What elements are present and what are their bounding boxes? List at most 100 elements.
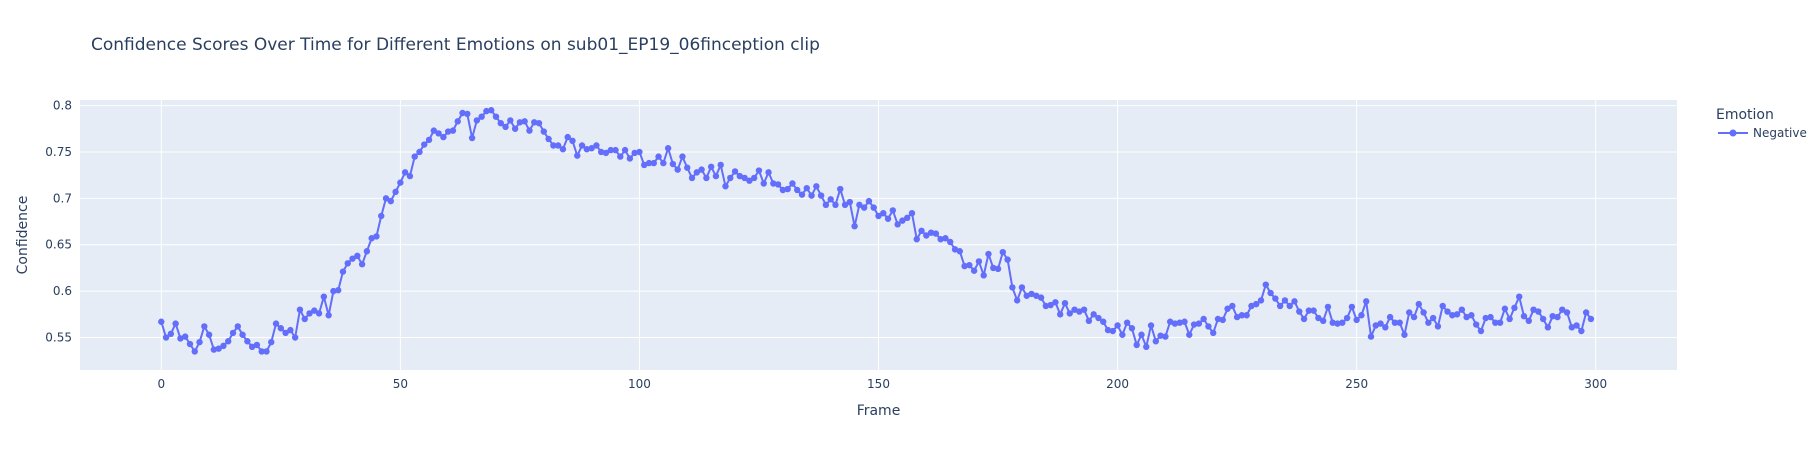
data-point [1573, 322, 1580, 329]
data-point [750, 174, 758, 182]
data-point [449, 127, 457, 134]
data-point [626, 155, 634, 162]
data-point [884, 215, 892, 222]
chart-title: Confidence Scores Over Time for Differen… [91, 35, 820, 55]
data-point [794, 186, 801, 194]
data-point [1066, 310, 1073, 317]
data-point [1396, 319, 1403, 326]
data-point [1415, 300, 1423, 308]
data-point [421, 141, 428, 148]
data-point [387, 197, 394, 205]
data-point [1382, 324, 1389, 331]
data-point [1186, 331, 1193, 338]
data-point [1425, 319, 1432, 326]
data-point [1056, 311, 1064, 318]
data-point [1037, 294, 1045, 301]
data-point [277, 325, 285, 332]
y-tick-label: 0.6 [53, 284, 72, 298]
legend-title: Emotion [1716, 107, 1774, 123]
y-tick-label: 0.8 [53, 99, 72, 113]
data-point [1253, 300, 1260, 308]
legend-label-negative: Negative [1753, 126, 1807, 140]
x-tick-label: 300 [1584, 377, 1607, 391]
data-point [205, 331, 213, 338]
data-point [1190, 321, 1198, 328]
data-point [803, 184, 810, 192]
data-point [1262, 281, 1270, 288]
data-point [1391, 319, 1399, 326]
data-point [1353, 316, 1360, 324]
data-point [507, 117, 514, 124]
data-point [1123, 319, 1131, 326]
data-point [779, 186, 787, 194]
x-tick-label: 250 [1345, 377, 1368, 391]
data-point [1162, 333, 1169, 340]
data-point [1195, 320, 1203, 327]
data-point [464, 110, 471, 118]
data-point [291, 334, 299, 341]
data-point [1286, 302, 1293, 310]
data-point [1516, 293, 1523, 300]
data-point [272, 320, 280, 327]
data-point [698, 166, 705, 173]
data-point [181, 333, 189, 340]
data-point [444, 128, 452, 135]
data-point [1429, 314, 1437, 322]
legend-item-negative[interactable]: Negative [1718, 126, 1807, 140]
data-point [196, 338, 203, 346]
data-point [889, 207, 897, 214]
data-point [526, 127, 533, 134]
data-point [569, 137, 576, 145]
legend[interactable]: Emotion Negative [1716, 107, 1807, 140]
x-tick-label: 150 [867, 377, 890, 391]
data-point [774, 181, 782, 188]
data-point [994, 265, 1002, 273]
data-point [531, 119, 538, 126]
data-point [263, 348, 270, 355]
data-point [1520, 312, 1528, 320]
data-point [344, 260, 351, 267]
data-point [550, 142, 557, 149]
data-point [201, 323, 208, 330]
data-point [679, 153, 686, 160]
data-point [459, 109, 466, 117]
data-point [645, 159, 653, 167]
data-point [1176, 319, 1183, 326]
data-point [234, 323, 241, 330]
data-point [841, 201, 849, 209]
data-point [296, 306, 304, 313]
data-point [516, 119, 524, 126]
data-point [488, 107, 495, 114]
data-point [1453, 311, 1461, 318]
data-point [1410, 313, 1418, 321]
data-point [416, 148, 423, 156]
data-point [813, 183, 820, 190]
data-point [363, 248, 371, 255]
data-point [784, 185, 791, 193]
data-point [167, 330, 175, 338]
data-point [932, 230, 940, 237]
data-point [593, 142, 600, 149]
data-point [1563, 309, 1571, 316]
data-point [1439, 302, 1446, 310]
data-point [1257, 297, 1265, 304]
data-point [1171, 320, 1179, 327]
data-point [1358, 312, 1365, 319]
data-point [425, 136, 433, 144]
data-point [492, 113, 500, 120]
data-point [956, 248, 963, 255]
data-point [865, 197, 873, 205]
data-point [688, 174, 696, 182]
data-point [899, 217, 906, 224]
data-point [975, 258, 983, 265]
data-point [1085, 317, 1093, 325]
data-point [717, 161, 724, 169]
data-point [1095, 314, 1102, 322]
data-point [373, 233, 380, 240]
data-point [545, 135, 552, 143]
x-axis-title: Frame [857, 403, 901, 419]
data-point [1324, 303, 1332, 311]
data-point [693, 169, 701, 176]
data-point [913, 235, 920, 243]
data-point [521, 118, 528, 125]
